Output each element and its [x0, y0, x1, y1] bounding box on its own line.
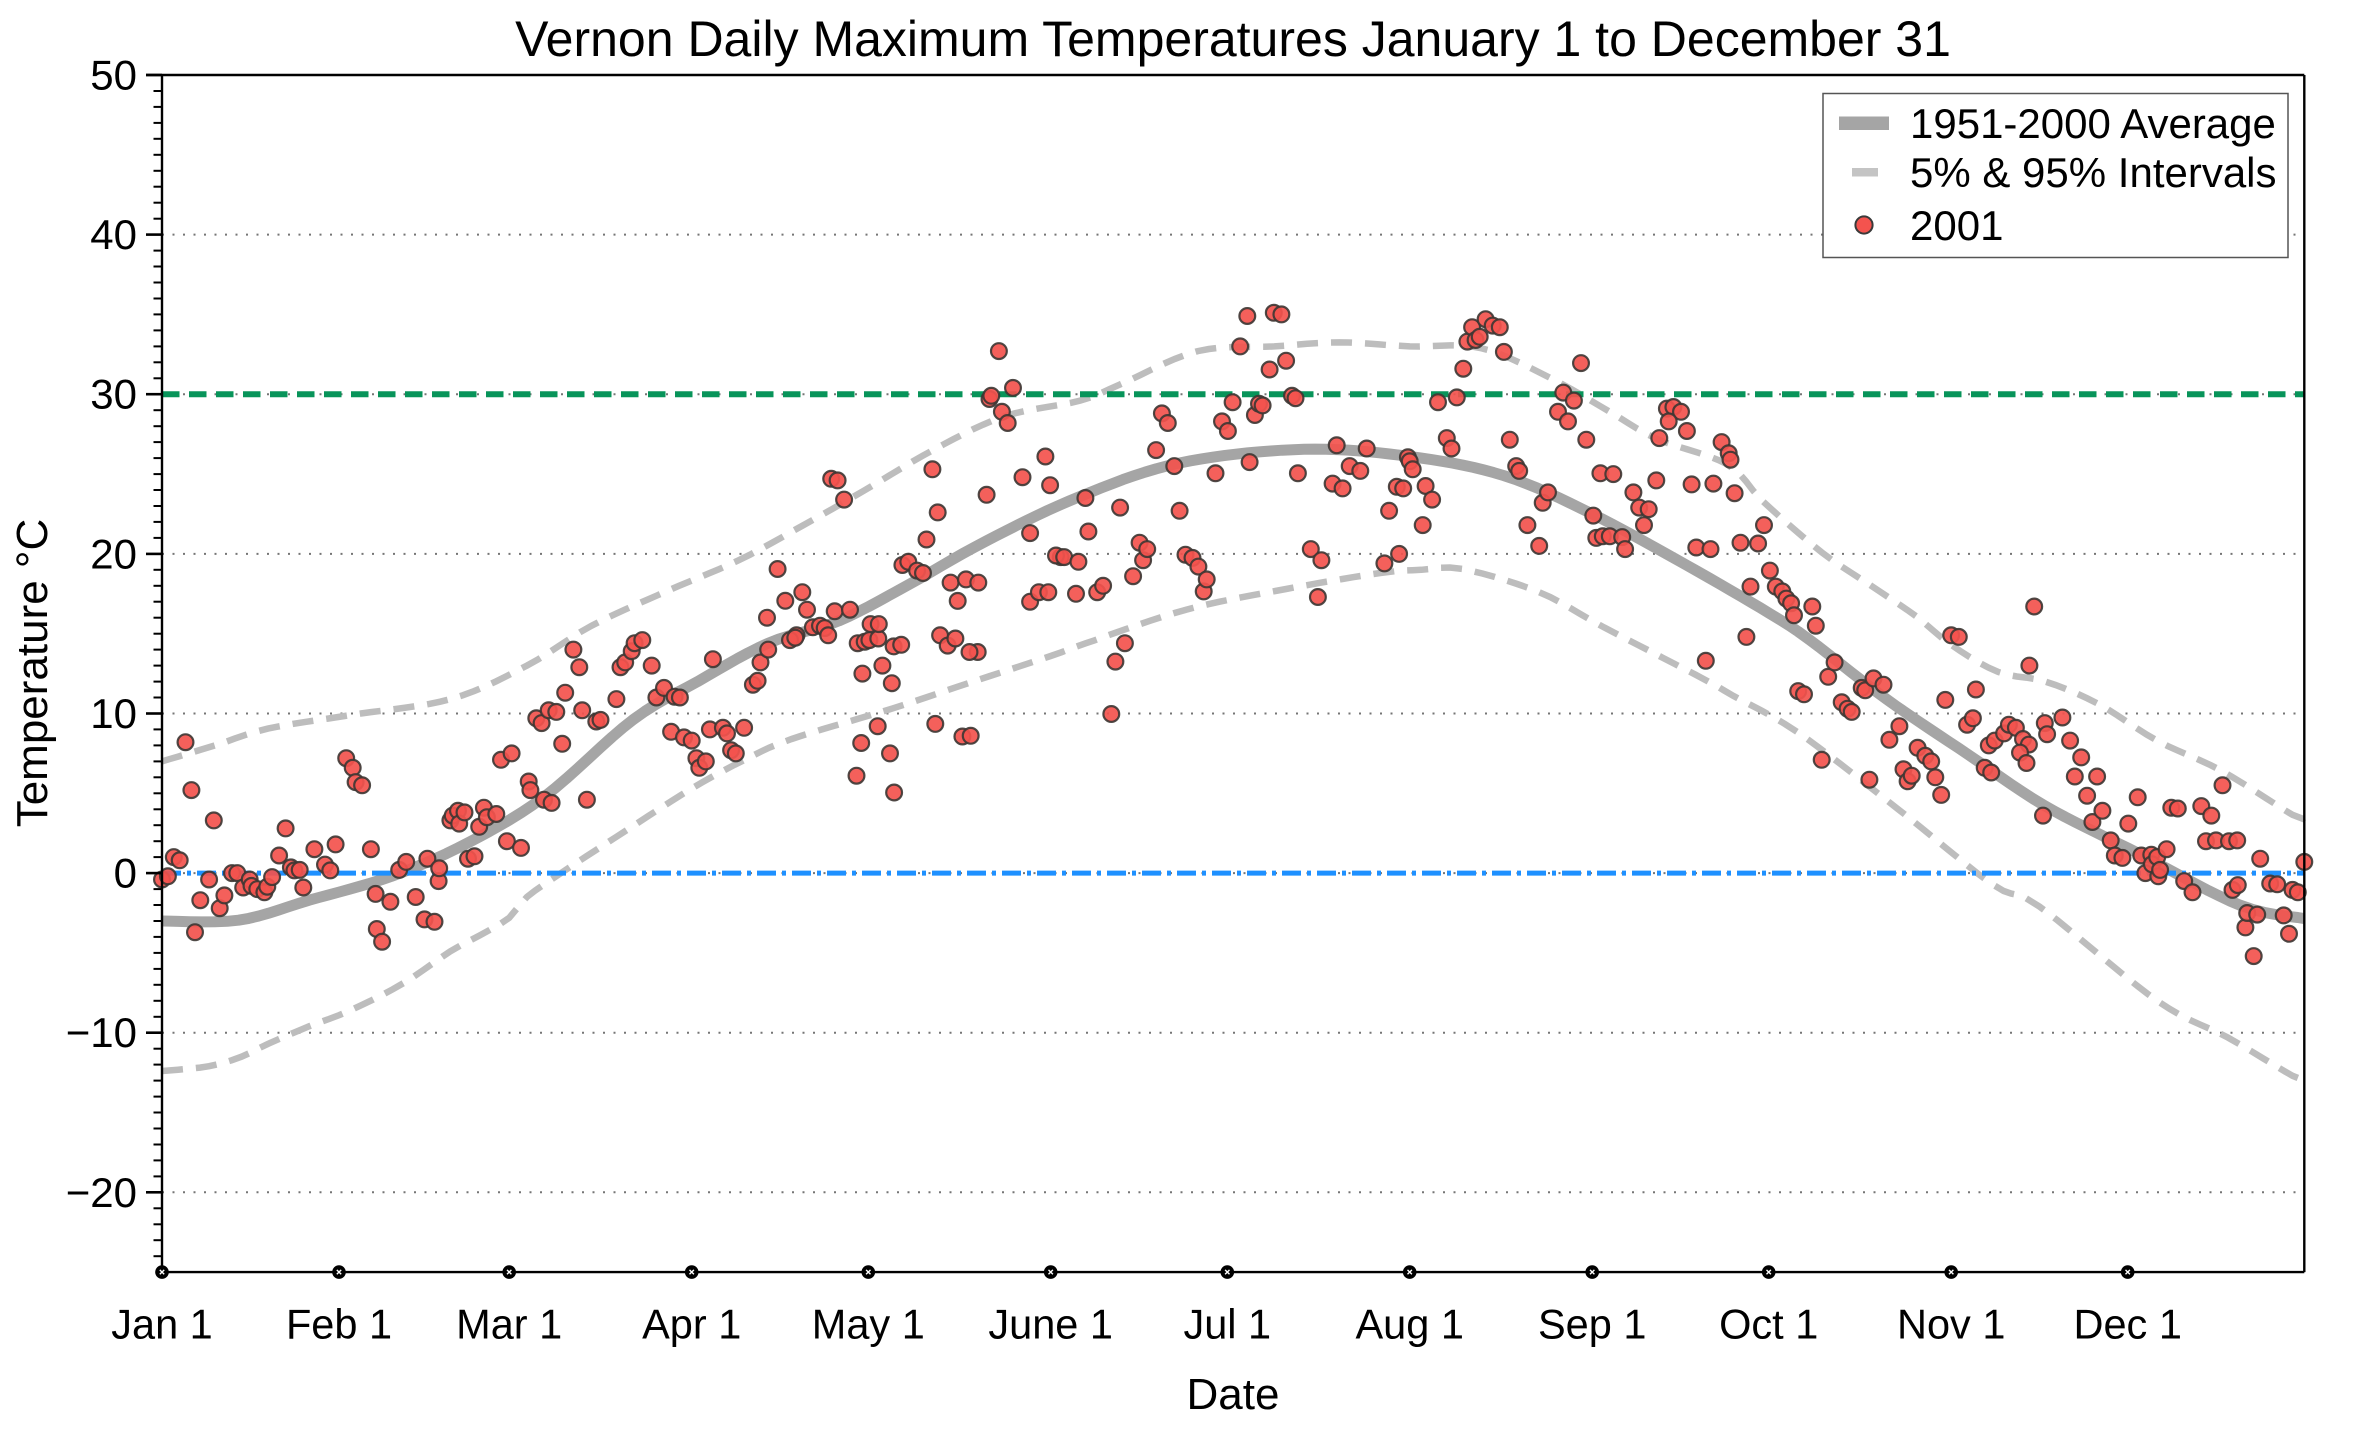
svg-text:Oct 1: Oct 1	[1719, 1301, 1818, 1348]
svg-text:Dec 1: Dec 1	[2073, 1301, 2181, 1348]
svg-text:−20: −20	[66, 1169, 137, 1216]
svg-text:Apr 1: Apr 1	[642, 1301, 741, 1348]
svg-text:0: 0	[114, 850, 137, 897]
svg-text:Aug 1: Aug 1	[1355, 1301, 1463, 1348]
svg-text:2001: 2001	[1910, 202, 2003, 249]
svg-text:20: 20	[90, 530, 137, 577]
svg-text:June 1: June 1	[988, 1301, 1113, 1348]
svg-text:30: 30	[90, 371, 137, 418]
svg-text:Temperature °C: Temperature °C	[8, 519, 57, 828]
svg-text:Jan 1: Jan 1	[111, 1301, 213, 1348]
svg-text:May 1: May 1	[812, 1301, 925, 1348]
svg-text:Sep 1: Sep 1	[1538, 1301, 1646, 1348]
svg-text:50: 50	[90, 52, 137, 99]
svg-text:Vernon Daily Maximum Temperatu: Vernon Daily Maximum Temperatures Januar…	[515, 11, 1951, 67]
svg-text:5% & 95% Intervals: 5% & 95% Intervals	[1910, 149, 2277, 196]
svg-text:Feb 1: Feb 1	[286, 1301, 392, 1348]
svg-text:Jul 1: Jul 1	[1183, 1301, 1271, 1348]
svg-text:10: 10	[90, 690, 137, 737]
svg-text:40: 40	[90, 211, 137, 258]
svg-text:−10: −10	[66, 1009, 137, 1056]
svg-text:Nov 1: Nov 1	[1897, 1301, 2005, 1348]
svg-text:Date: Date	[1187, 1370, 1280, 1419]
svg-text:Mar 1: Mar 1	[456, 1301, 562, 1348]
svg-text:1951-2000 Average: 1951-2000 Average	[1910, 100, 2276, 147]
